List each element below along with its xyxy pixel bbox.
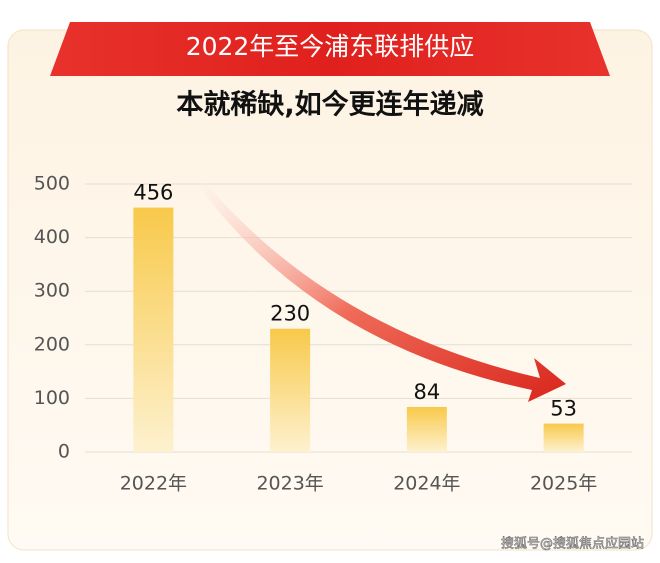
- x-tick-label: 2023年: [256, 473, 323, 495]
- watermark: 搜狐号@搜狐焦点应园站: [501, 536, 644, 552]
- y-tick-label: 500: [34, 173, 70, 195]
- bar: [406, 406, 447, 452]
- bar: [133, 207, 174, 452]
- y-tick-label: 400: [34, 226, 70, 248]
- y-tick-label: 200: [34, 333, 70, 355]
- value-label: 53: [550, 397, 577, 421]
- y-tick-label: 300: [34, 280, 70, 302]
- chart-subtitle: 本就稀缺,如今更连年递减: [176, 89, 483, 121]
- x-tick-label: 2022年: [120, 473, 187, 495]
- chart-title: 2022年至今浦东联排供应: [186, 32, 475, 61]
- bar: [543, 423, 584, 452]
- x-tick-label: 2024年: [393, 473, 460, 495]
- plot: 0 100 200 300 400 500 2022年 456 2023年 230 2024年 84 2…: [34, 173, 632, 495]
- y-tick-label: 0: [58, 441, 70, 463]
- value-label: 84: [414, 380, 441, 404]
- x-tick-label: 2025年: [530, 473, 597, 495]
- y-tick-label: 100: [34, 387, 70, 409]
- bar: [270, 328, 311, 452]
- value-label: 230: [270, 302, 310, 326]
- trend-arrow: [200, 182, 566, 402]
- title-banner: [50, 22, 610, 76]
- value-label: 456: [133, 181, 173, 205]
